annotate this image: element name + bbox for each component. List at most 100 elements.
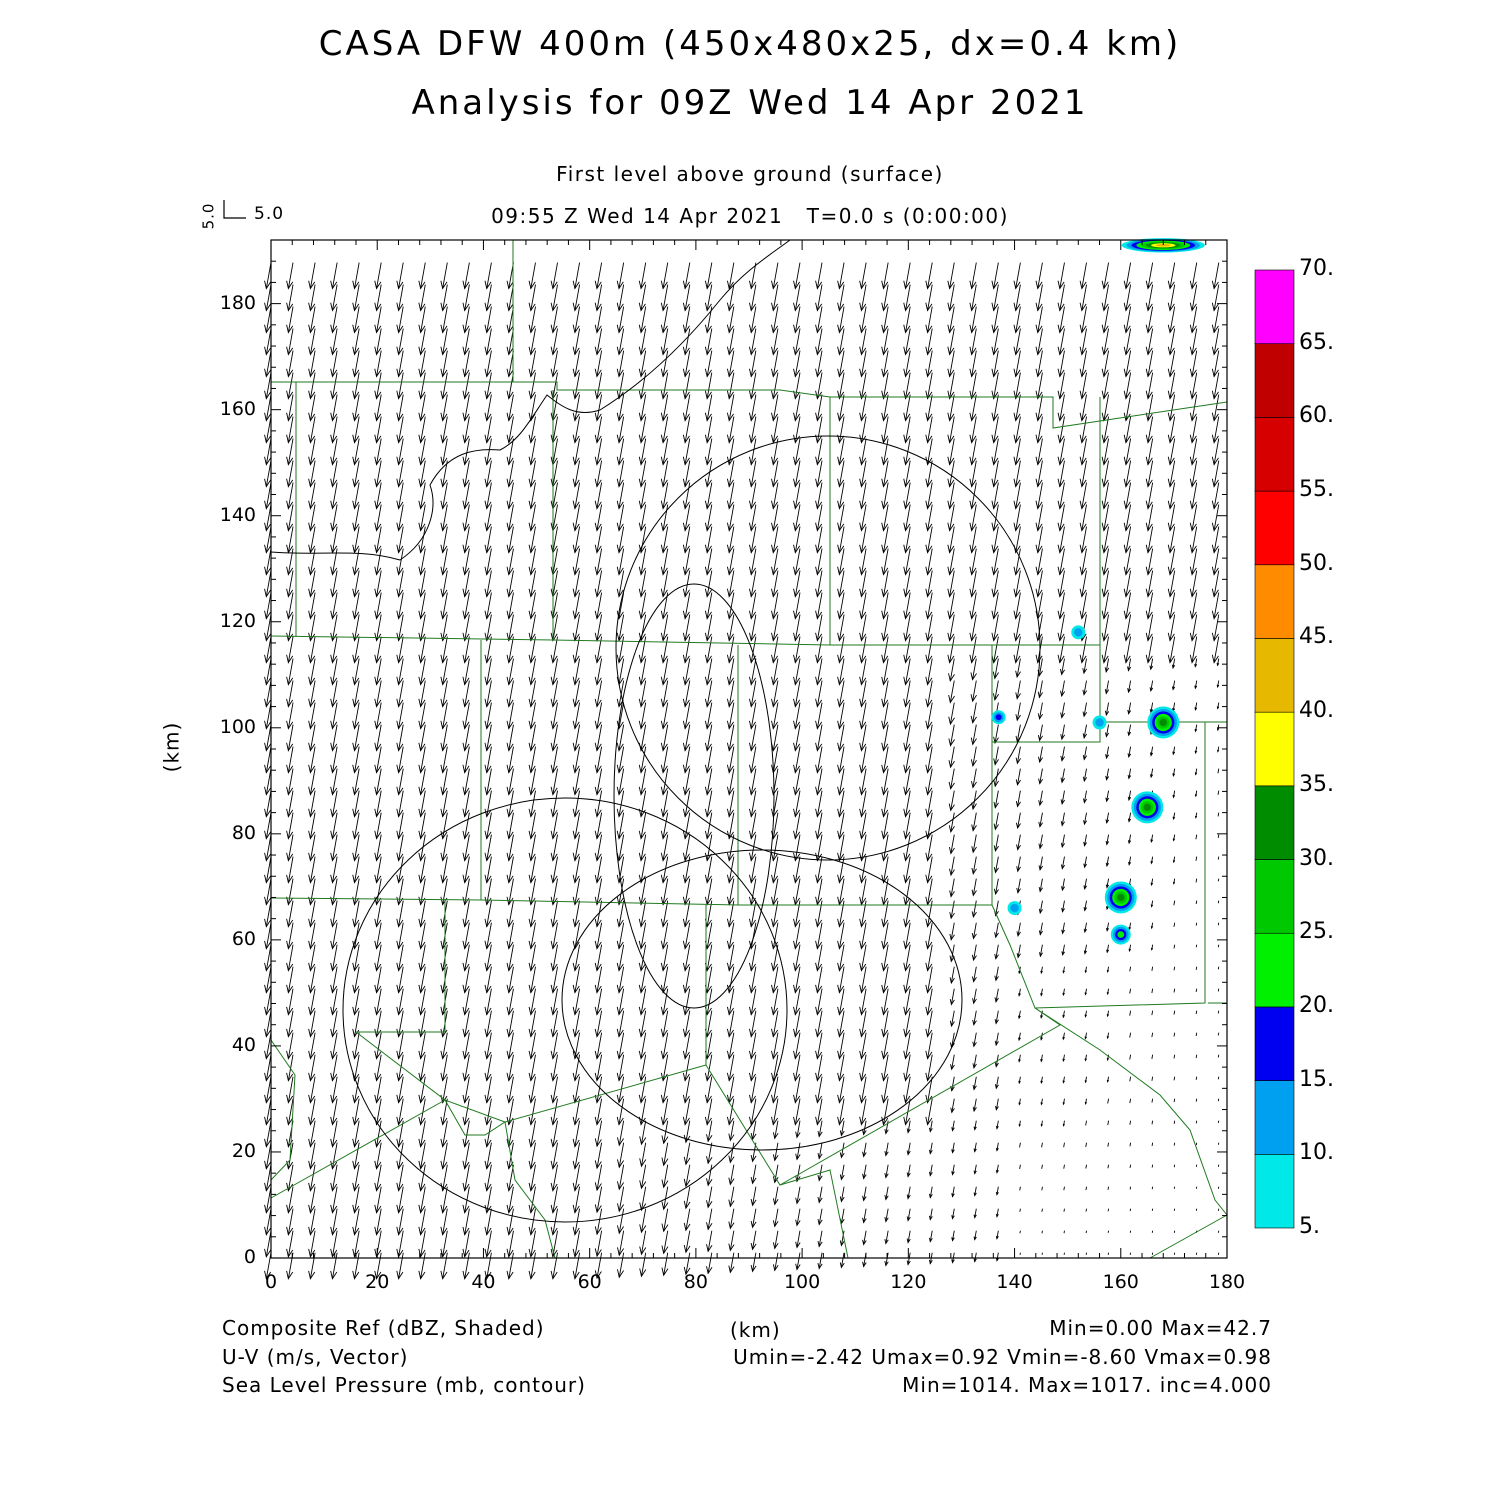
wind-vector [596,790,603,817]
wind-vector [1084,878,1087,889]
wind-vector [1191,328,1198,355]
wind-vector-head [638,324,646,334]
wind-vector [860,284,867,311]
wind-vector-head [308,346,316,356]
wind-vector [1169,306,1176,333]
wind-vector [927,416,933,443]
wind-vector [860,768,867,795]
wind-vector-head [594,962,602,972]
wind-vector-head [264,1028,272,1038]
wind-vector-head [1035,522,1043,532]
x-tick-label: 100 [783,1271,821,1293]
wind-vector-head [462,544,470,554]
wind-vector [838,614,845,641]
wind-vector [883,526,889,553]
wind-vector-head [1060,777,1066,784]
wind-vector-head [462,1094,470,1104]
wind-vector-head [993,845,999,853]
wind-vector [949,504,955,531]
wind-vector [287,1098,294,1125]
wind-vector [728,768,735,795]
wind-vector [905,1076,911,1103]
wind-vector [265,526,272,553]
wind-vector-head [969,368,977,378]
wind-vector-head [1101,610,1109,620]
wind-vector [596,548,603,575]
wind-vector-head [528,456,536,466]
wind-vector [552,1164,558,1191]
wind-vector [354,658,360,685]
wind-vector-head [749,632,756,642]
wind-vector [818,1120,823,1137]
wind-vector-head [638,610,646,620]
wind-vector-head [948,846,955,855]
wind-vector [1125,526,1132,553]
wind-vector [662,878,669,905]
wind-vector [1103,526,1110,553]
wind-vector [750,526,757,553]
wind-vector-head [1035,302,1043,312]
wind-vector-head [772,1242,779,1250]
wind-vector-head [418,456,426,466]
wind-vector-head [1079,434,1087,444]
wind-vector-head [1149,687,1154,692]
wind-vector-head [616,786,624,796]
wind-vector [287,878,294,905]
wind-vector [818,1208,823,1225]
wind-vector [309,900,316,927]
wind-vector [309,460,316,487]
wind-vector-head [859,390,867,400]
wind-vector [1147,306,1154,333]
wind-vector-head [352,610,360,620]
wind-vector [398,658,404,685]
wind-vector [1173,1120,1176,1124]
wind-vector [354,856,360,883]
wind-vector [486,834,492,861]
wind-vector-head [726,1028,734,1038]
wind-vector [398,526,404,553]
wind-vector [1085,1186,1087,1191]
wind-vector [752,1230,757,1250]
wind-vector [816,746,823,773]
wind-vector-head [286,720,294,730]
wind-vector-head [264,720,272,730]
wind-vector-head [638,302,646,312]
wind-vector-head [991,566,999,576]
wind-vector-head [660,280,668,290]
wind-vector-head [264,346,272,356]
wind-vector-head [682,280,690,290]
wind-vector-head [660,390,668,400]
wind-vector [1084,944,1087,954]
wind-vector [1017,812,1021,829]
wind-vector-head [795,1263,801,1271]
wind-vector-head [462,720,470,730]
wind-vector [1103,328,1110,355]
wind-vector-head [837,566,845,576]
wind-vector-head [903,1116,911,1126]
wind-vector [794,526,801,553]
wind-vector [309,570,316,597]
wind-vector [905,966,911,993]
wind-vector-head [859,324,867,334]
wind-vector [993,614,999,641]
wind-vector-head [550,742,558,752]
wind-vector [376,636,382,663]
wind-vector [552,438,558,465]
wind-vector-head [1167,456,1175,466]
wind-vector [993,350,999,377]
wind-vector [885,1186,889,1200]
wind-vector [574,614,581,641]
wind-vector [398,944,404,971]
wind-vector-head [616,764,624,774]
wind-vector [376,1120,382,1147]
wind-vector [420,1076,426,1103]
wind-vector [706,1032,713,1059]
wind-vector [995,922,999,938]
wind-vector-head [881,302,889,312]
wind-vector [309,262,316,289]
wind-vector-head [1035,412,1043,422]
wind-vector-head [1016,887,1021,894]
wind-vector [1038,658,1043,676]
wind-vector-head [572,1248,580,1258]
wind-vector [796,1208,801,1226]
